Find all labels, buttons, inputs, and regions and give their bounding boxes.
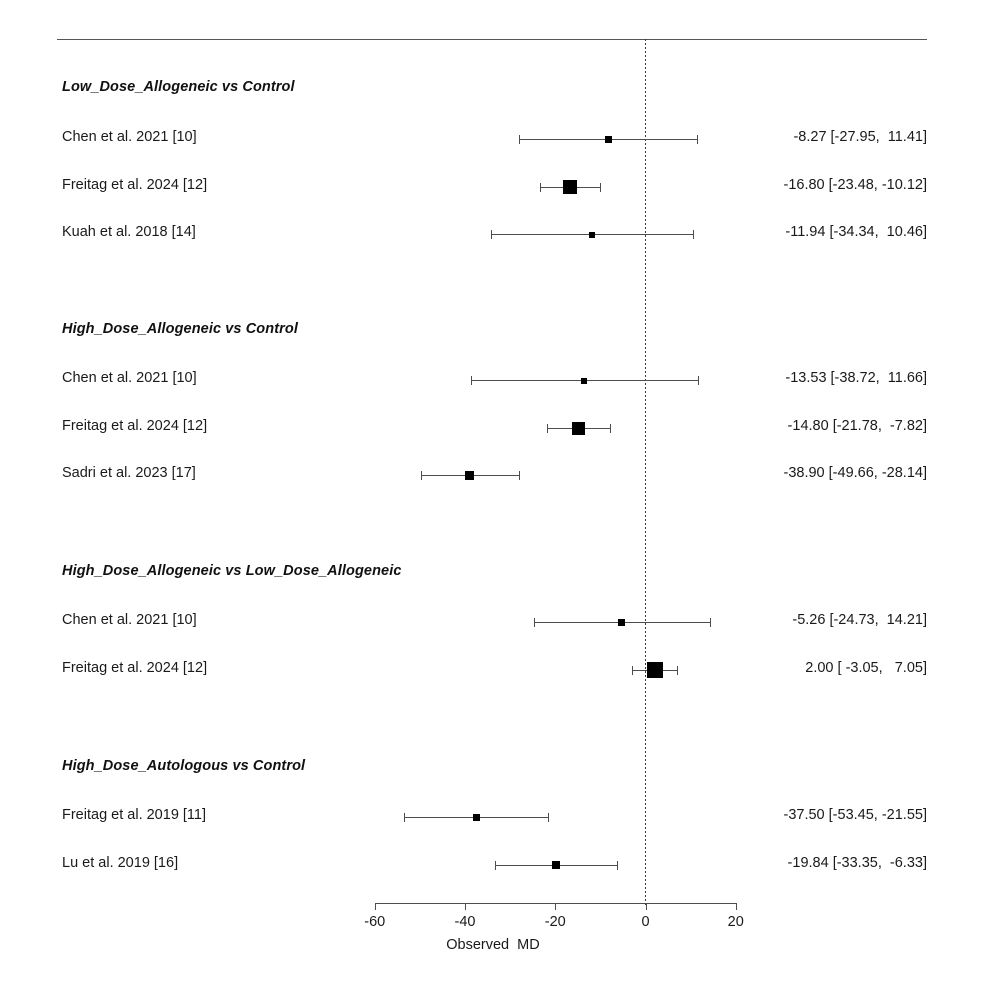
ci-upper-cap	[548, 813, 550, 822]
point-estimate-marker	[572, 421, 586, 435]
ci-lower-cap	[539, 182, 541, 192]
ci-lower-cap	[404, 813, 406, 822]
point-estimate-marker	[618, 619, 626, 626]
study-label: Kuah et al. 2018 [14]	[62, 224, 196, 240]
study-label: Freitag et al. 2019 [11]	[62, 807, 207, 823]
study-label: Chen et al. 2021 [10]	[62, 612, 197, 628]
group-heading: Low_Dose_Allogeneic vs Control	[62, 79, 295, 95]
x-axis-tick-label: 20	[727, 914, 744, 930]
point-estimate-marker	[581, 377, 588, 384]
estimate-ci-label: -5.26 [-24.73, 14.21]	[792, 612, 927, 628]
ci-lower-cap	[533, 618, 535, 627]
point-estimate-marker	[604, 136, 612, 143]
estimate-ci-label: -19.84 [-33.35, -6.33]	[787, 854, 927, 871]
group-heading: High_Dose_Allogeneic vs Low_Dose_Allogen…	[62, 563, 402, 579]
ci-upper-cap	[677, 665, 679, 675]
x-axis-tick-label: -40	[454, 914, 476, 930]
x-axis-tick	[465, 903, 466, 910]
point-estimate-marker	[562, 180, 577, 194]
ci-upper-cap	[599, 182, 601, 192]
estimate-ci-label: -38.90 [-49.66, -28.14]	[783, 465, 928, 481]
x-axis-tick	[555, 903, 557, 910]
group-heading: High_Dose_Allogeneic vs Control	[62, 321, 298, 337]
study-label: Sadri et al. 2023 [17]	[62, 465, 196, 481]
estimate-ci-label: -8.27 [-27.95, 11.41]	[793, 129, 927, 145]
estimate-ci-label: -14.80 [-21.78, -7.82]	[787, 417, 927, 434]
x-axis-title-text: Observed MD	[446, 937, 540, 953]
ci-lower-cap	[490, 230, 492, 239]
point-estimate-marker	[465, 471, 475, 480]
ci-upper-cap	[616, 860, 618, 870]
estimate-ci-label: -13.53 [-38.72, 11.66]	[785, 370, 927, 386]
point-estimate-marker	[551, 861, 560, 869]
study-label: Freitag et al. 2024 [12]	[62, 176, 208, 193]
estimate-ci-label: -16.80 [-23.48, -10.12]	[783, 176, 928, 193]
point-estimate-marker	[472, 814, 480, 821]
ci-lower-cap	[495, 860, 496, 870]
estimate-ci-label: -11.94 [-34.34, 10.46]	[785, 224, 927, 240]
study-label: Chen et al. 2021 [10]	[62, 129, 197, 145]
study-label: Freitag et al. 2024 [12]	[62, 659, 208, 676]
study-label: Lu et al. 2019 [16]	[62, 854, 179, 871]
study-label: Freitag et al. 2024 [12]	[62, 417, 208, 434]
point-estimate-marker	[588, 231, 595, 238]
ci-lower-cap	[519, 135, 521, 144]
x-axis-tick-label: 0	[641, 914, 650, 930]
ci-upper-cap	[698, 376, 700, 385]
estimate-ci-label: -37.50 [-53.45, -21.55]	[783, 807, 928, 823]
ci-upper-cap	[692, 230, 694, 239]
x-axis-tick-label: -60	[364, 914, 386, 930]
ci-lower-cap	[631, 665, 633, 675]
zero-reference-line	[645, 39, 646, 905]
ci-lower-cap	[421, 471, 423, 480]
group-heading: High_Dose_Autologous vs Control	[62, 758, 306, 774]
ci-upper-cap	[610, 423, 612, 433]
x-axis-title: Observed MD	[0, 937, 986, 953]
x-axis-tick-label: -20	[544, 914, 566, 930]
ci-lower-cap	[470, 376, 472, 385]
study-label: Chen et al. 2021 [10]	[62, 370, 197, 386]
x-axis-tick	[645, 903, 647, 910]
ci-lower-cap	[547, 423, 549, 433]
ci-upper-cap	[709, 618, 711, 627]
x-axis-tick	[374, 903, 376, 910]
top-rule	[57, 39, 927, 40]
point-estimate-marker	[646, 662, 663, 678]
estimate-ci-label: 2.00 [ -3.05, 7.05]	[805, 659, 927, 676]
ci-upper-cap	[518, 471, 520, 480]
x-axis-tick	[735, 903, 737, 910]
ci-upper-cap	[696, 135, 698, 144]
